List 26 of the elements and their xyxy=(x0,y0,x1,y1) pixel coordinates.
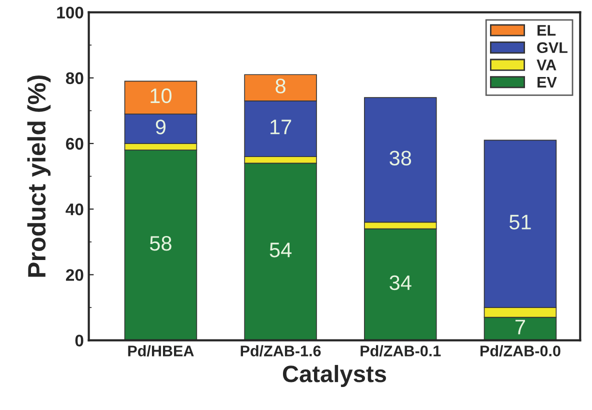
y-tick-label: 40 xyxy=(66,204,84,216)
data-label: 51 xyxy=(509,214,531,230)
y-tick-label: 60 xyxy=(66,138,84,150)
x-tick-label: Pd/ZAB-1.6 xyxy=(240,345,321,357)
x-tick-label: Pd/HBEA xyxy=(128,345,194,357)
data-label: 34 xyxy=(390,275,412,290)
data-label: 7 xyxy=(516,320,525,334)
data-label: 9 xyxy=(156,120,166,134)
data-label: 54 xyxy=(270,242,292,258)
data-label: 38 xyxy=(390,150,412,166)
data-label: 17 xyxy=(270,120,292,134)
data-label: 8 xyxy=(276,78,286,94)
y-axis-title: Product yield (%) xyxy=(27,75,51,277)
x-tick-label: Pd/ZAB-0.1 xyxy=(360,345,441,357)
x-axis-title: Catalysts xyxy=(282,364,386,387)
legend-label: EL xyxy=(538,25,556,36)
y-tick-label: 0 xyxy=(75,334,84,347)
y-tick-label: 100 xyxy=(57,6,84,19)
legend-label: EV xyxy=(538,76,557,88)
legend-label: VA xyxy=(536,60,556,70)
y-tick-label: 20 xyxy=(66,269,84,281)
legend-label: GVL xyxy=(537,42,568,54)
x-tick-label: Pd/ZAB-0.0 xyxy=(480,345,560,357)
data-label: 10 xyxy=(150,88,172,104)
data-label: 58 xyxy=(150,236,172,251)
y-tick-label: 80 xyxy=(66,72,84,84)
